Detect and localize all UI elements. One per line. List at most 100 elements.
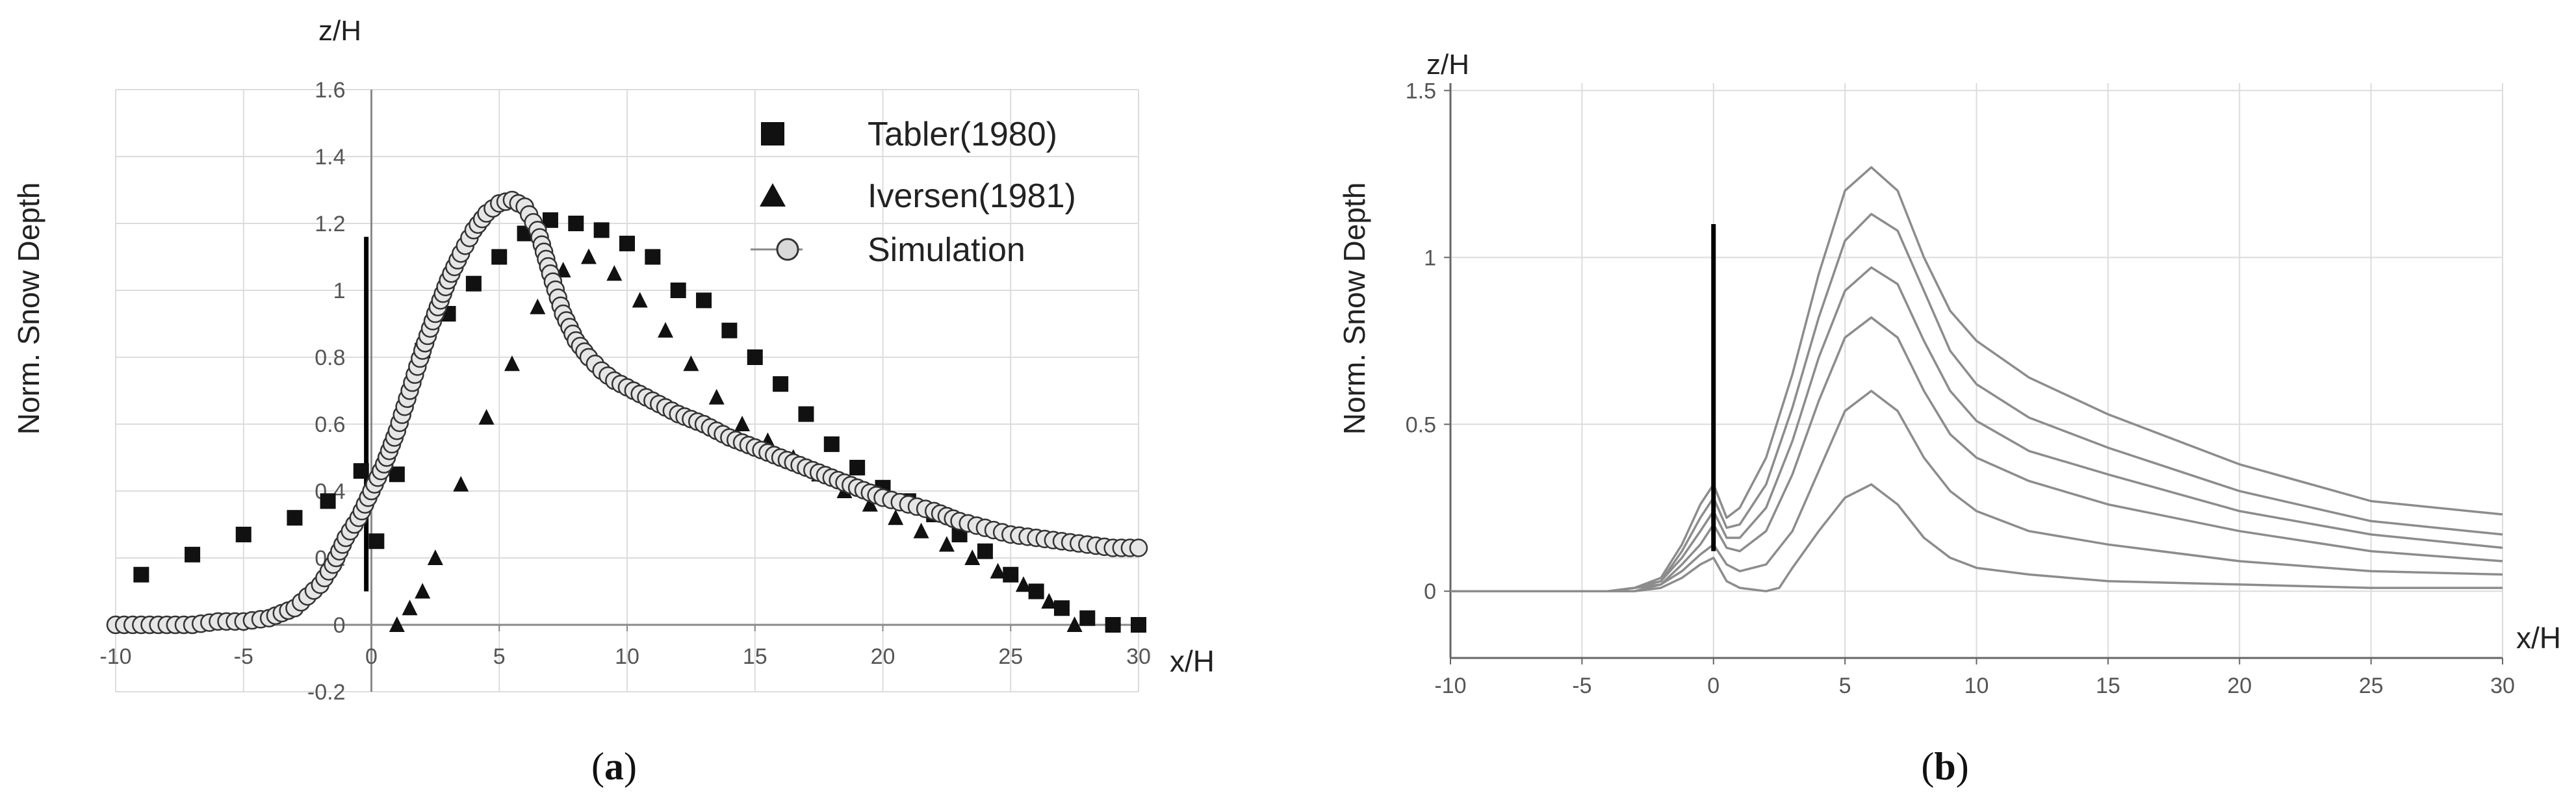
panel-a-x-tick-labels: -10 -5 0 5 10 15 20 25 30 xyxy=(99,644,1150,669)
simulation-point xyxy=(1129,538,1148,557)
iversen-point xyxy=(580,248,597,264)
x-tick-label: 30 xyxy=(1126,644,1151,669)
iversen-point xyxy=(504,355,520,372)
tabler-point xyxy=(696,292,712,309)
tabler-point xyxy=(1003,566,1019,583)
panel-b-caption: (b) xyxy=(1921,745,1968,788)
iversen-point xyxy=(734,416,751,431)
tabler-point xyxy=(670,283,686,298)
iversen-point xyxy=(888,509,904,525)
panel-a: -0.200.20.40.60.811.21.41.6 -10-50510152… xyxy=(12,15,1215,788)
y-tick-label: 0.6 xyxy=(315,412,345,437)
x-tick-label: -10 xyxy=(1434,674,1466,698)
iversen-point xyxy=(1015,576,1031,592)
x-tick-label: -10 xyxy=(99,644,131,669)
legend-marker-tabler xyxy=(761,122,784,145)
x-tick-label: 0 xyxy=(1707,674,1719,698)
iversen-point xyxy=(606,265,623,281)
series-line-3 xyxy=(1450,266,2503,592)
series-simulation xyxy=(106,190,1148,635)
x-tick-label: 15 xyxy=(743,644,767,669)
y-tick-label: 0.5 xyxy=(1406,412,1436,437)
y-tick-label: 1.5 xyxy=(1406,79,1436,103)
series-line-4 xyxy=(1450,316,2503,592)
y-tick-label: 1.6 xyxy=(315,78,345,103)
x-tick-label: 10 xyxy=(615,644,639,669)
panel-b-x-label: x/H xyxy=(2516,621,2561,655)
tabler-point xyxy=(235,526,251,542)
panel-b-y-tick-labels: 0 0.5 1 1.5 xyxy=(1406,79,1436,604)
iversen-point xyxy=(389,616,405,632)
iversen-point xyxy=(1066,616,1083,632)
tabler-point xyxy=(465,275,482,292)
iversen-point xyxy=(632,292,648,308)
iversen-point xyxy=(913,522,929,538)
panel-a-y-tick-labels: -0.200.20.40.60.811.21.41.6 xyxy=(307,78,346,705)
x-tick-label: 30 xyxy=(2490,674,2515,698)
y-tick-label: 1 xyxy=(333,279,346,303)
iversen-point xyxy=(1041,592,1057,609)
series-line-5 xyxy=(1450,390,2503,592)
legend-label-simulation: Simulation xyxy=(868,231,1025,269)
x-tick-label: 10 xyxy=(1964,674,1989,698)
panel-b-series xyxy=(1450,166,2503,592)
series-line-1 xyxy=(1450,166,2503,592)
iversen-point xyxy=(658,322,674,338)
tabler-point xyxy=(320,493,336,509)
tabler-point xyxy=(133,566,149,583)
tabler-point xyxy=(1079,610,1096,626)
y-tick-label: 1.4 xyxy=(315,145,345,170)
y-tick-label: 0 xyxy=(1424,579,1436,604)
iversen-point xyxy=(683,355,699,372)
tabler-point xyxy=(185,546,201,562)
tabler-point xyxy=(849,459,866,475)
tabler-point xyxy=(798,406,814,422)
iversen-point xyxy=(453,475,469,492)
legend-marker-iversen xyxy=(760,183,786,207)
legend-marker-simulation xyxy=(776,238,799,261)
panel-b-y-label: Norm. Snow Depth xyxy=(1337,183,1371,435)
iversen-point xyxy=(402,600,418,616)
panel-b-z-label: z/H xyxy=(1426,49,1469,81)
panel-b-axes xyxy=(1444,83,2503,664)
x-tick-label: 5 xyxy=(1839,674,1851,698)
tabler-point xyxy=(747,349,763,365)
panel-a-y-label: Norm. Snow Depth xyxy=(12,183,45,435)
iversen-point xyxy=(990,562,1006,579)
tabler-point xyxy=(619,235,635,251)
series-line-2 xyxy=(1450,212,2503,592)
tabler-point xyxy=(823,436,840,452)
tabler-point xyxy=(1053,600,1070,616)
tabler-point xyxy=(1131,617,1146,633)
legend-label-tabler: Tabler(1980) xyxy=(868,116,1057,153)
x-tick-label: 20 xyxy=(871,644,895,669)
tabler-point xyxy=(1028,583,1044,600)
y-tick-label: 0 xyxy=(333,613,346,638)
x-tick-label: 15 xyxy=(2096,674,2120,698)
x-tick-label: 0 xyxy=(365,644,378,669)
iversen-point xyxy=(415,583,431,599)
x-tick-label: 20 xyxy=(2227,674,2252,698)
iversen-point xyxy=(427,549,443,565)
iversen-point xyxy=(708,388,725,405)
legend-label-iversen: Iversen(1981) xyxy=(868,177,1076,215)
panel-a-caption: (a) xyxy=(591,745,637,788)
x-tick-label: -5 xyxy=(1572,674,1591,698)
iversen-point xyxy=(862,496,878,512)
iversen-point xyxy=(530,298,546,314)
iversen-point xyxy=(938,536,955,552)
tabler-point xyxy=(353,463,369,479)
y-tick-label: -0.2 xyxy=(307,680,346,705)
x-tick-label: 5 xyxy=(493,644,506,669)
tabler-point xyxy=(491,249,508,265)
iversen-point xyxy=(478,409,495,425)
x-tick-label: -5 xyxy=(234,644,253,669)
x-tick-label: 25 xyxy=(998,644,1023,669)
tabler-point xyxy=(977,543,993,559)
series-tabler-1980 xyxy=(133,212,1146,633)
tabler-point xyxy=(287,510,303,526)
panel-b-x-tick-labels: -10 -5 0 5 10 15 20 25 30 xyxy=(1434,674,2514,698)
panel-a-legend: Tabler(1980) Iversen(1981) Simulation xyxy=(751,116,1076,269)
x-tick-label: 25 xyxy=(2359,674,2384,698)
